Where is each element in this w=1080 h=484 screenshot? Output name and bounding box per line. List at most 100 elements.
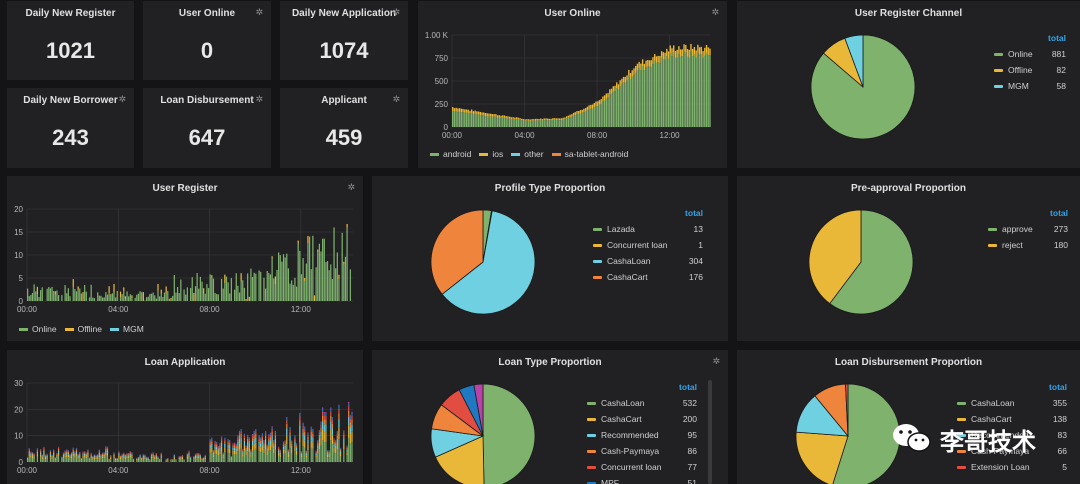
- legend-total-header[interactable]: total: [1049, 382, 1067, 392]
- android-bar: [546, 120, 549, 127]
- legend-row[interactable]: CashaLoan 304: [593, 254, 703, 269]
- legend-row[interactable]: Concurrent loan 77: [587, 460, 697, 475]
- legend-row[interactable]: approve 273: [988, 222, 1068, 237]
- legend-total-header[interactable]: total: [679, 382, 697, 392]
- panel-user-register-chart[interactable]: User Register ✲ 0 5 10 15 20 00:00 04:00 08:00 1…: [7, 176, 363, 341]
- ios-bar: [600, 99, 602, 104]
- legend-total-header[interactable]: total: [685, 208, 703, 218]
- legend-row[interactable]: Concurrent loan 1: [593, 238, 703, 253]
- stacked-bar-segment: [229, 453, 231, 462]
- stacked-bar-segment: [31, 457, 34, 462]
- stacked-bar-segment: [335, 445, 337, 449]
- panel-loan-disbursement-proportion[interactable]: Loan Disbursement Proportion total CashaL…: [737, 350, 1080, 484]
- legend-row[interactable]: CashaCart 138: [957, 412, 1067, 427]
- bar: [292, 284, 294, 301]
- stacked-bar-segment: [302, 425, 304, 429]
- legend-row[interactable]: Extension Loan 5: [957, 460, 1067, 475]
- panel-preapproval-proportion[interactable]: Pre-approval Proportion total approve 273 r…: [737, 176, 1080, 341]
- stat-panel-daily-new-register[interactable]: Daily New Register 1021: [7, 1, 134, 80]
- panel-loan-application-chart[interactable]: Loan Application 0 10 20 30 00:00 04:00 08:00 1…: [7, 350, 363, 484]
- stacked-bar-segment: [295, 446, 298, 448]
- legend-row[interactable]: MGM 58: [994, 79, 1066, 94]
- legend-scrollbar[interactable]: [708, 380, 712, 484]
- legend-row[interactable]: CashaLoan 532: [587, 396, 697, 411]
- stacked-bar-segment: [322, 408, 324, 412]
- stat-panel-applicant[interactable]: Applicant ✲ 459: [280, 88, 408, 168]
- legend-item[interactable]: other: [511, 149, 544, 159]
- stacked-bar-segment: [49, 453, 52, 455]
- stacked-bar-segment: [79, 454, 81, 456]
- stacked-bar-segment: [289, 441, 291, 449]
- stacked-bar-segment: [84, 457, 86, 462]
- legend-total-header[interactable]: total: [1050, 208, 1068, 218]
- stat-panel-daily-new-application[interactable]: Daily New Application ✲ 1074: [280, 1, 408, 80]
- android-bar: [488, 116, 490, 127]
- legend-value: 1: [698, 240, 703, 250]
- panel-user-register-channel[interactable]: User Register Channel total Online 881 Offl…: [737, 1, 1080, 168]
- legend-row[interactable]: CashaCart 176: [593, 270, 703, 285]
- stat-panel-loan-disbursement[interactable]: Loan Disbursement ✲ 647: [143, 88, 271, 168]
- stacked-bar-segment: [279, 450, 281, 452]
- stacked-bar-segment: [286, 423, 288, 429]
- legend-row[interactable]: CashaLoan 355: [957, 396, 1067, 411]
- stacked-bar-segment: [264, 443, 267, 450]
- legend-row[interactable]: reject 180: [988, 238, 1068, 253]
- stacked-bar-segment: [240, 429, 242, 432]
- legend-item[interactable]: android: [430, 149, 471, 159]
- panel-profile-type-proportion[interactable]: Profile Type Proportion total Lazada 13 Con…: [372, 176, 728, 341]
- legend-item[interactable]: Online: [19, 324, 57, 334]
- stacked-bar-segment: [284, 449, 286, 454]
- stacked-bar-segment: [80, 458, 83, 460]
- stacked-bar-segment: [322, 429, 324, 441]
- stacked-bar-segment: [203, 458, 205, 460]
- stacked-bar-segment: [336, 435, 338, 439]
- legend-row[interactable]: CashaCart 200: [587, 412, 697, 427]
- legend-item[interactable]: ios: [479, 149, 503, 159]
- ios-bar: [614, 85, 616, 92]
- stacked-bar-segment: [57, 455, 60, 462]
- legend-swatch: [587, 434, 596, 437]
- android-bar: [600, 103, 602, 127]
- stat-panel-user-online[interactable]: User Online ✲ 0: [143, 1, 271, 80]
- android-bar: [455, 111, 457, 127]
- legend-row[interactable]: Online 881: [994, 47, 1066, 62]
- stacked-bar-segment: [136, 459, 138, 461]
- legend-row[interactable]: Lazada 13: [593, 222, 703, 237]
- bar: [134, 297, 136, 301]
- stacked-bar-segment: [155, 454, 157, 456]
- stacked-bar-segment: [230, 457, 232, 459]
- legend-row[interactable]: Cash-Paymaya 86: [587, 444, 697, 459]
- bar: [168, 298, 171, 301]
- stacked-bar-segment: [286, 418, 288, 421]
- stacked-bar-segment: [255, 437, 257, 443]
- legend-item[interactable]: sa-tablet-android: [551, 149, 628, 159]
- stacked-bar-segment: [84, 451, 86, 452]
- legend-item[interactable]: Offline: [64, 324, 102, 334]
- legend-row[interactable]: Recommended 83: [957, 428, 1067, 443]
- legend-label: CashaLoan: [971, 398, 1015, 408]
- bar-offline: [108, 286, 110, 294]
- stacked-bar-segment: [299, 442, 301, 462]
- stacked-bar-segment: [165, 460, 167, 461]
- legend-row[interactable]: Cash-Paymaya 66: [957, 444, 1067, 459]
- stacked-bar-segment: [333, 441, 335, 445]
- stacked-bar-segment: [284, 445, 286, 450]
- stat-panel-daily-new-borrower[interactable]: Daily New Borrower ✲ 243: [7, 88, 134, 168]
- legend-row[interactable]: Recommended 95: [587, 428, 697, 443]
- ios-bar: [697, 44, 699, 53]
- panel-loan-type-proportion[interactable]: Loan Type Proportion ✲ total CashaLoan 532…: [372, 350, 728, 484]
- legend-row[interactable]: MPF 51: [587, 476, 697, 484]
- stacked-bar-segment: [106, 452, 109, 456]
- android-bar: [697, 52, 699, 127]
- loading-spinner-icon: ✲: [255, 94, 263, 104]
- stacked-bar-segment: [150, 455, 153, 457]
- stacked-bar-segment: [144, 457, 146, 460]
- stacked-bar-segment: [348, 406, 350, 411]
- stacked-bar-segment: [253, 431, 255, 433]
- bar: [126, 291, 128, 301]
- legend-row[interactable]: Offline 82: [994, 63, 1066, 78]
- pie-slice: [434, 435, 485, 484]
- panel-user-online-chart[interactable]: User Online ✲ 0 250 500 750 1.00 K 00:00 04:00…: [418, 1, 727, 168]
- legend-item[interactable]: MGM: [110, 324, 144, 334]
- legend-total-header[interactable]: total: [1048, 33, 1066, 43]
